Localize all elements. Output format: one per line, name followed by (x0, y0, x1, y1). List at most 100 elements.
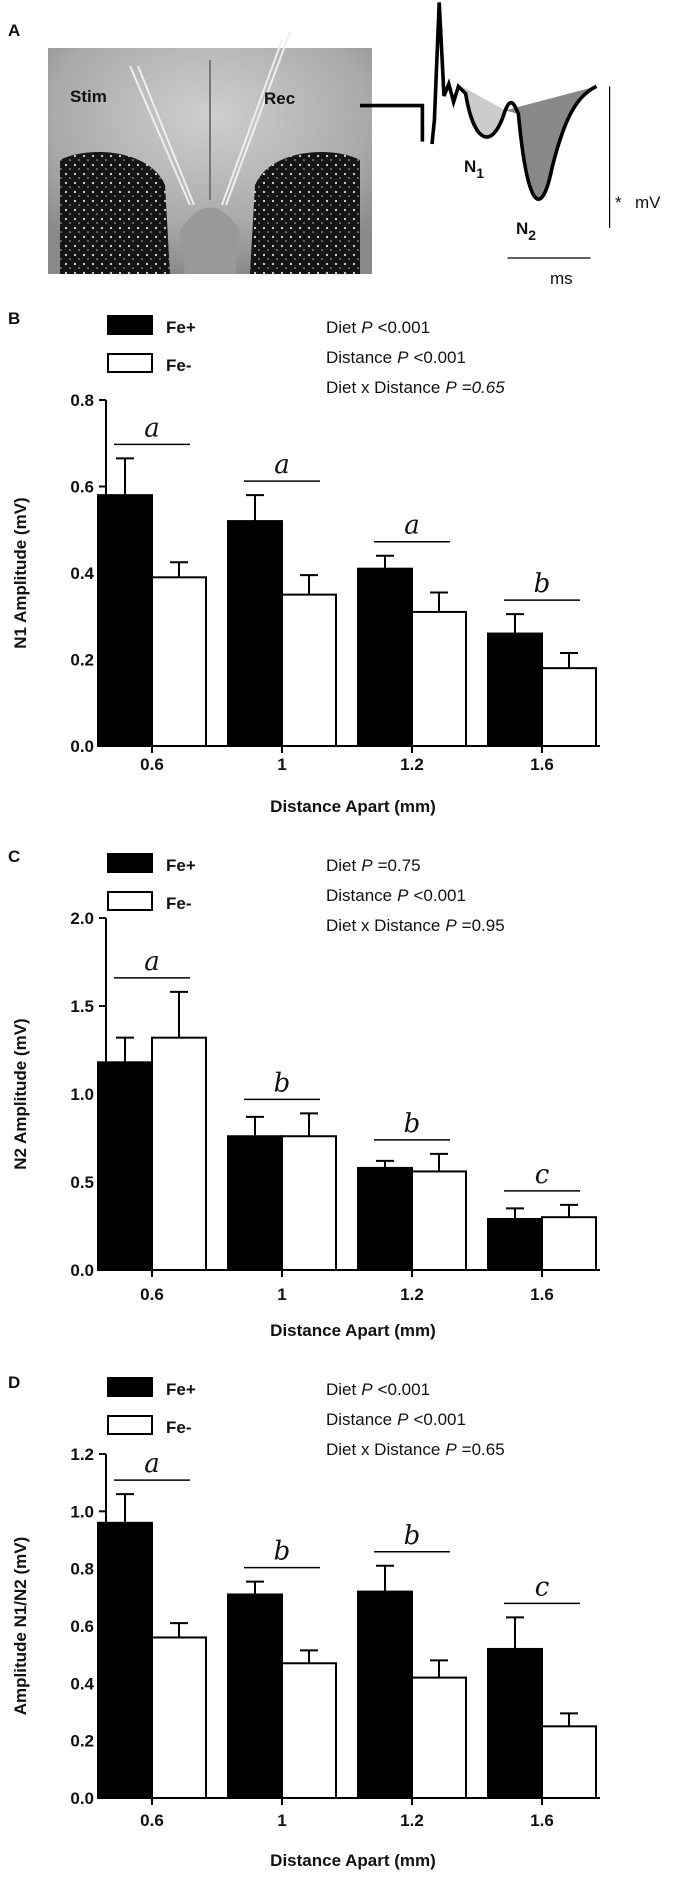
y-tick-label: 0.4 (70, 1674, 94, 1693)
y-tick-label: 0.0 (70, 1789, 94, 1808)
stats-label: Diet (326, 318, 357, 337)
x-tick-label: 1.2 (400, 755, 424, 774)
x-axis-title: Distance Apart (mm) (270, 1851, 436, 1870)
n2-label: N2 (516, 219, 536, 243)
bar (97, 1521, 153, 1800)
x-tick-label: 1.6 (530, 1285, 554, 1304)
scale-star: * (615, 193, 622, 212)
stats-value: =0.65 (462, 1440, 505, 1459)
stats-line: Diet x Distance P =0.95 (326, 916, 505, 935)
bar (97, 494, 153, 747)
stats-value: <0.001 (413, 348, 465, 367)
panel-label: D (8, 1373, 20, 1392)
brain-slice: Stim Rec (48, 31, 372, 274)
stats-p: P (445, 916, 457, 935)
stats-line: Diet P =0.75 (326, 856, 421, 875)
bar (357, 1166, 413, 1272)
significance-letter: c (535, 1160, 550, 1190)
stats-p: P (397, 348, 409, 367)
y-tick-label: 1.0 (70, 1502, 94, 1521)
significance-letter: a (144, 413, 160, 443)
x-tick-label: 1 (277, 1811, 286, 1830)
stats-label: Diet x Distance (326, 378, 440, 397)
stats-p: P (445, 378, 457, 397)
x-tick-label: 0.6 (140, 1285, 164, 1304)
bar (151, 1036, 207, 1272)
stats-p: P (361, 318, 373, 337)
significance-letter: b (274, 1068, 291, 1098)
y-tick-label: 0.0 (70, 1261, 94, 1280)
significance-letter: c (535, 1572, 550, 1602)
stats-label: Distance (326, 1410, 392, 1429)
y-tick-label: 0.6 (70, 478, 94, 497)
stats-value: =0.65 (462, 378, 506, 397)
legend-swatch (107, 891, 153, 911)
x-tick-label: 1 (277, 755, 286, 774)
legend-label: Fe+ (166, 1380, 196, 1399)
stats-label: Diet (326, 1380, 357, 1399)
bar (281, 1662, 337, 1800)
significance-letter: a (144, 1449, 160, 1479)
bar (541, 1216, 597, 1271)
stats-value: =0.95 (462, 916, 505, 935)
y-tick-label: 1.2 (70, 1445, 94, 1464)
bar (487, 1647, 543, 1800)
y-tick-label: 0.2 (70, 1732, 94, 1751)
y-tick-label: 0.5 (70, 1173, 94, 1192)
stats-value: <0.001 (378, 318, 430, 337)
y-axis-title: Amplitude N1/N2 (mV) (11, 1537, 30, 1716)
significance-letter: a (274, 450, 290, 480)
stats-value: <0.001 (413, 1410, 465, 1429)
stats-line: Distance P <0.001 (326, 886, 466, 905)
n2-letter: N (516, 219, 528, 238)
stim-label: Stim (70, 87, 107, 106)
legend-swatch (107, 1415, 153, 1435)
x-tick-label: 1.6 (530, 1811, 554, 1830)
stats-line: Diet P <0.001 (326, 318, 430, 337)
significance-letter: b (404, 1521, 421, 1551)
stats-value: <0.001 (413, 886, 465, 905)
y-tick-label: 1.5 (70, 997, 94, 1016)
bar (411, 610, 467, 747)
stats-label: Diet x Distance (326, 1440, 440, 1459)
trace (360, 2, 611, 259)
panel-label: C (8, 847, 20, 866)
significance-letter: b (534, 569, 551, 599)
significance-letter: b (404, 1109, 421, 1139)
n2-sub: 2 (528, 227, 536, 243)
bar (357, 567, 413, 747)
stats-p: P (361, 856, 373, 875)
legend-swatch (107, 353, 153, 373)
y-tick-label: 0.8 (70, 1560, 94, 1579)
stats-label: Diet (326, 856, 357, 875)
bar (227, 1593, 283, 1800)
bar (487, 632, 543, 747)
n1-sub: 1 (476, 165, 484, 181)
rec-label: Rec (264, 89, 295, 108)
stats-p: P (397, 886, 409, 905)
stats-value: =0.75 (378, 856, 421, 875)
bar (227, 520, 283, 747)
bar (357, 1590, 413, 1799)
y-tick-label: 2.0 (70, 909, 94, 928)
legend-label: Fe- (166, 894, 192, 913)
stats-line: Diet x Distance P =0.65 (326, 378, 505, 397)
bar (151, 1636, 207, 1800)
bar (227, 1135, 283, 1271)
y-tick-label: 0.8 (70, 391, 94, 410)
x-tick-label: 1.2 (400, 1285, 424, 1304)
stats-line: Diet P <0.001 (326, 1380, 430, 1399)
stats-line: Diet x Distance P =0.65 (326, 1440, 505, 1459)
y-tick-label: 0.0 (70, 737, 94, 756)
stats-line: Distance P <0.001 (326, 1410, 466, 1429)
x-tick-label: 1.6 (530, 755, 554, 774)
stats-line: Distance P <0.001 (326, 348, 466, 367)
y-tick-label: 0.4 (70, 564, 94, 583)
bar (411, 1676, 467, 1799)
legend-swatch (107, 853, 153, 873)
x-tick-label: 0.6 (140, 1811, 164, 1830)
x-tick-label: 0.6 (140, 755, 164, 774)
significance-letter: a (404, 511, 420, 541)
bar (281, 593, 337, 747)
stats-p: P (445, 1440, 457, 1459)
